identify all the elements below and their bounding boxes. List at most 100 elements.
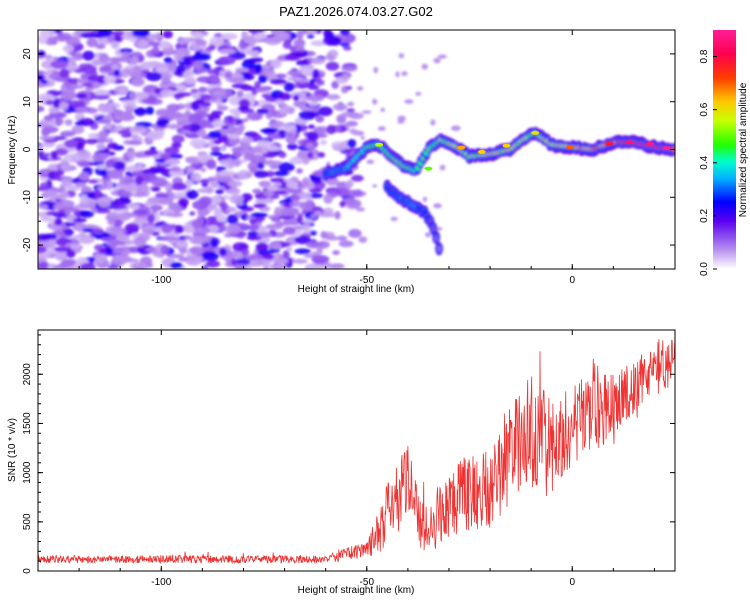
snr-y-ticks: 0 500 1000 1500 2000 [22,334,675,574]
noise-blob [256,108,269,115]
ridge-peak [605,141,614,146]
noise-blob [250,212,268,218]
noise-blob [289,156,305,165]
noise-blob [217,56,236,65]
noise-blob [231,146,244,153]
noise-blob [88,256,96,262]
noise-blob [99,168,107,175]
noise-blob [114,218,123,228]
colorbar-tick-label: 0.0 [699,262,710,276]
x-tick-label: -50 [360,577,375,588]
y-tick-label: -10 [22,190,33,205]
noise-blob [192,52,211,61]
noise-blob [211,110,224,116]
noise-blob [96,143,106,151]
noise-blob [315,128,325,135]
noise-blob [39,182,49,191]
noise-blob [289,134,296,145]
noise-blob [261,93,270,99]
noise-blob [67,100,86,107]
chart-title: PAZ1.2026.074.03.27.G02 [279,4,433,19]
noise-blob [274,258,289,265]
noise-blob [345,179,354,188]
noise-blob [57,199,75,208]
noise-blob [166,103,181,113]
noise-blob [328,178,338,186]
noise-blob [171,134,185,144]
noise-blob [261,65,272,70]
noise-blob [105,159,116,168]
noise-blob [56,250,69,259]
noise-blob [185,179,194,187]
noise-blob [320,231,328,239]
noise-blob [209,36,224,47]
noise-blob [339,30,350,36]
noise-blob [425,232,431,238]
noise-blob [307,124,316,130]
noise-blob [296,30,308,34]
noise-blob [216,105,229,111]
noise-blob [241,30,249,41]
noise-blob [175,85,186,90]
noise-blob [129,204,141,211]
noise-blob [253,170,269,178]
noise-blob [355,207,366,212]
noise-blob [226,214,239,225]
ridge-peak [531,130,540,135]
noise-blob [121,99,138,105]
noise-blob [185,189,199,200]
noise-blob [196,76,212,83]
noise-blob [43,115,55,121]
noise-blob [358,236,368,243]
noise-blob [306,142,314,149]
noise-blob [272,182,282,187]
noise-blob [296,59,308,66]
noise-blob [182,124,192,131]
noise-blob [63,153,81,163]
colorbar-tick-label: 0.4 [699,155,710,169]
noise-blob [209,182,220,189]
noise-blob [268,120,285,129]
noise-blob [255,87,269,93]
noise-blob [227,115,234,124]
noise-blob [235,201,244,206]
noise-blob [404,99,414,104]
noise-blob [197,188,215,194]
noise-blob [75,106,89,114]
noise-blob [205,47,214,52]
noise-blob [390,216,398,221]
noise-blob [96,185,110,190]
noise-blob [272,190,288,195]
noise-blob [126,149,136,159]
noise-blob [325,61,340,71]
noise-blob [451,125,461,131]
noise-blob [85,138,98,145]
ridge-peak [477,149,486,154]
noise-blob [249,57,264,63]
noise-blob [208,131,222,139]
noise-blob [273,32,291,41]
noise-blob [246,112,263,121]
noise-blob [372,98,378,105]
snr-panel: -100 -50 0 0 500 1000 1500 2000 Height of stra… [7,329,676,596]
noise-blob [129,140,143,146]
noise-blob [292,94,300,102]
spectrogram-blobs [38,30,675,269]
noise-blob [61,259,76,266]
noise-blob [166,254,185,259]
noise-blob [248,41,256,47]
noise-blob [187,123,201,133]
noise-blob [111,31,124,36]
noise-blob [160,89,176,98]
noise-blob [216,214,228,223]
noise-blob [220,33,238,40]
noise-blob [98,129,109,140]
noise-blob [250,259,265,266]
noise-blob [218,48,237,55]
noise-blob [439,164,446,171]
noise-blob [335,188,352,197]
noise-blob [327,54,335,62]
noise-blob [47,36,65,41]
noise-blob [159,236,178,242]
noise-blob [190,172,202,182]
